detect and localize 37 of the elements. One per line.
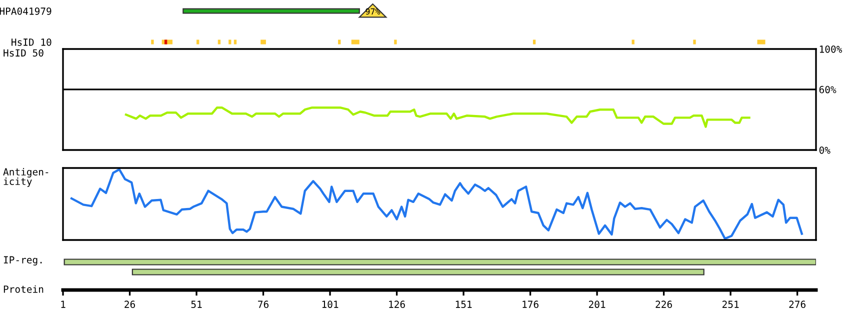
x-tick-label: 26	[124, 300, 135, 308]
bar	[394, 40, 397, 44]
bar	[196, 40, 200, 44]
y-axis-title: Antigen- icity	[3, 168, 48, 187]
x-tick-label: 76	[258, 300, 268, 308]
bar	[260, 40, 266, 44]
x-tick-label: 126	[389, 300, 405, 308]
bar	[632, 40, 634, 44]
line-series	[124, 106, 750, 128]
bar	[234, 40, 237, 44]
bar	[693, 40, 696, 44]
x-tick-label: 201	[588, 300, 606, 308]
y-axis-title: IP-reg.	[4, 256, 42, 266]
bar	[218, 40, 221, 44]
y-tick-label: 0%	[819, 146, 830, 154]
bar	[164, 40, 168, 44]
x-tick-label: 101	[322, 300, 338, 308]
bar	[351, 40, 360, 44]
x-tick-label: 226	[656, 300, 672, 308]
x-tick-label: 251	[722, 300, 739, 308]
y-axis-title: HsID 50	[4, 49, 44, 57]
x-tick-label: 276	[789, 300, 806, 308]
bar	[151, 40, 154, 44]
x-tick-label: 51	[191, 300, 202, 308]
y-tick-label: HsID 10	[12, 38, 52, 46]
annotation: 97%	[366, 8, 380, 15]
bar	[532, 40, 536, 44]
x-tick-label: 1	[61, 300, 66, 308]
x-tick-label: 176	[522, 300, 538, 308]
y-tick-label: 100%	[820, 46, 842, 53]
x-tick-label: 151	[456, 300, 472, 308]
y-tick-label: 60%	[819, 86, 836, 94]
y-tick-label: HPA041979	[0, 8, 52, 15]
bar	[228, 40, 232, 44]
bar	[757, 40, 766, 44]
x-axis-title: Protein	[4, 285, 44, 293]
bar	[338, 40, 341, 44]
